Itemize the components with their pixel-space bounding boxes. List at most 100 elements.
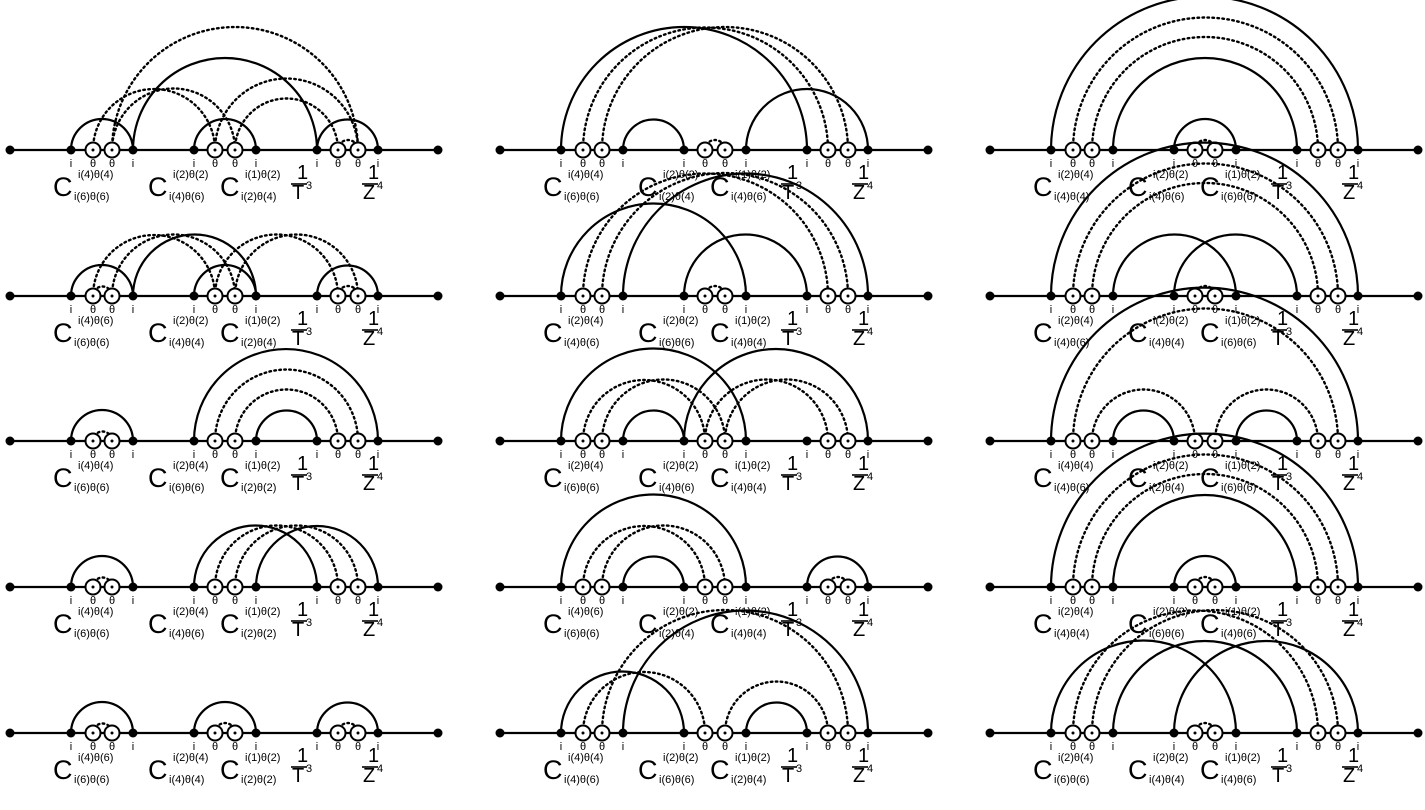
coefficient-lower-index: i(4)θ(6) <box>1054 337 1089 349</box>
fraction-numerator: 1 <box>297 162 308 184</box>
vertex-label: θ <box>1335 595 1341 607</box>
i-vertex-dot <box>66 582 76 592</box>
dotted-arc <box>1090 35 1320 152</box>
fraction-exponent: 4 <box>1357 763 1363 775</box>
vertex-label: θ <box>599 595 605 607</box>
vertex-label: θ <box>825 741 831 753</box>
vertex-label: i <box>867 449 869 461</box>
solid-arc <box>621 172 870 297</box>
coefficient-lower-index: i(2)θ(4) <box>1149 482 1184 494</box>
vertex-label: i <box>255 449 257 461</box>
fraction-numerator: 1 <box>297 599 308 621</box>
vertex-label: θ <box>212 158 218 170</box>
fraction-exponent: 3 <box>306 617 312 629</box>
vertex-label: θ <box>212 595 218 607</box>
coefficient-upper-index: i(4)θ(4) <box>568 752 603 764</box>
fraction-exponent: 4 <box>377 763 383 775</box>
coefficient-lower-index: i(6)θ(6) <box>659 774 694 786</box>
theta-vertex-center <box>336 148 340 152</box>
i-vertex-dot <box>741 582 751 592</box>
i-vertex-dot <box>189 291 199 301</box>
vertex-label: i <box>132 741 134 753</box>
fraction-exponent: 4 <box>867 326 873 338</box>
vertex-label: i <box>806 741 808 753</box>
theta-vertex-center <box>233 294 237 298</box>
vertex-label: θ <box>212 449 218 461</box>
vertex-label: θ <box>599 449 605 461</box>
theta-vertex-center <box>846 294 850 298</box>
solid-arc <box>192 524 319 588</box>
theta-vertex-center <box>336 585 340 589</box>
vertex-label: θ <box>702 449 708 461</box>
vertex-label: i <box>1112 741 1114 753</box>
vertex-label: θ <box>232 158 238 170</box>
theta-vertex-center <box>723 731 727 735</box>
coefficient-letter-c: C <box>638 609 658 639</box>
coefficient-upper-index: i(2)θ(2) <box>1153 752 1188 764</box>
dotted-arc <box>1213 388 1320 443</box>
vertex-label: θ <box>90 158 96 170</box>
coefficient-lower-index: i(4)θ(6) <box>1221 628 1256 640</box>
theta-vertex-center <box>1336 731 1340 735</box>
solid-arc <box>192 117 258 151</box>
coefficient-upper-index: i(2)θ(4) <box>173 752 208 764</box>
dotted-arc <box>213 233 340 298</box>
fraction-numerator: 1 <box>1348 745 1359 767</box>
i-vertex-dot <box>618 582 628 592</box>
theta-vertex-center <box>826 294 830 298</box>
theta-vertex-center <box>213 148 217 152</box>
coefficient-upper-index: i(2)θ(4) <box>568 460 603 472</box>
theta-vertex-center <box>1090 439 1094 443</box>
coefficient-lower-index: i(2)θ(2) <box>241 482 276 494</box>
coefficient-lower-index: i(6)θ(6) <box>74 191 109 203</box>
solid-arc <box>559 202 748 297</box>
fraction-numerator: 1 <box>858 599 869 621</box>
vertex-label: i <box>1357 158 1359 170</box>
solid-arc <box>621 409 686 442</box>
i-vertex-dot <box>251 291 261 301</box>
i-vertex-dot <box>373 145 383 155</box>
theta-vertex-center <box>336 294 340 298</box>
coefficient-lower-index: i(2)θ(4) <box>241 191 276 203</box>
fraction-numerator: 1 <box>368 745 379 767</box>
coefficient-lower-index: i(2)θ(2) <box>241 774 276 786</box>
vertex-label: θ <box>109 741 115 753</box>
theta-vertex-center <box>1213 294 1217 298</box>
vertex-label: θ <box>599 158 605 170</box>
vertex-label: i <box>1173 449 1175 461</box>
i-vertex-dot <box>1292 582 1302 592</box>
solid-arc <box>1172 639 1360 734</box>
theta-vertex-center <box>1213 439 1217 443</box>
fraction-exponent: 4 <box>867 617 873 629</box>
fraction-denominator-t: T <box>1272 765 1284 787</box>
vertex-label: θ <box>845 595 851 607</box>
vertex-label: i <box>255 741 257 753</box>
coefficient-lower-index: i(6)θ(6) <box>74 482 109 494</box>
dotted-arc <box>110 87 237 152</box>
vertex-label: θ <box>335 741 341 753</box>
vertex-label: i <box>70 449 72 461</box>
vertex-label: i <box>132 304 134 316</box>
theta-vertex-center <box>600 731 604 735</box>
dotted-arc <box>110 233 237 298</box>
vertex-label: θ <box>232 595 238 607</box>
vertex-label: i <box>622 158 624 170</box>
i-vertex-dot <box>679 728 689 738</box>
solid-arc <box>621 555 686 588</box>
i-vertex-dot <box>556 582 566 592</box>
theta-vertex-center <box>1071 148 1075 152</box>
vertex-label: θ <box>212 304 218 316</box>
theta-vertex-center <box>213 439 217 443</box>
coefficient-upper-index: i(2)θ(2) <box>663 460 698 472</box>
theta-vertex-center <box>233 731 237 735</box>
coefficient-letter-c: C <box>1200 463 1220 493</box>
solid-arc <box>559 25 809 151</box>
vertex-label: θ <box>599 741 605 753</box>
vertex-label: θ <box>1192 304 1198 316</box>
vertex-label: θ <box>1070 158 1076 170</box>
i-vertex-dot <box>1353 582 1363 592</box>
theta-vertex-center <box>703 148 707 152</box>
solid-arc <box>1111 493 1299 588</box>
